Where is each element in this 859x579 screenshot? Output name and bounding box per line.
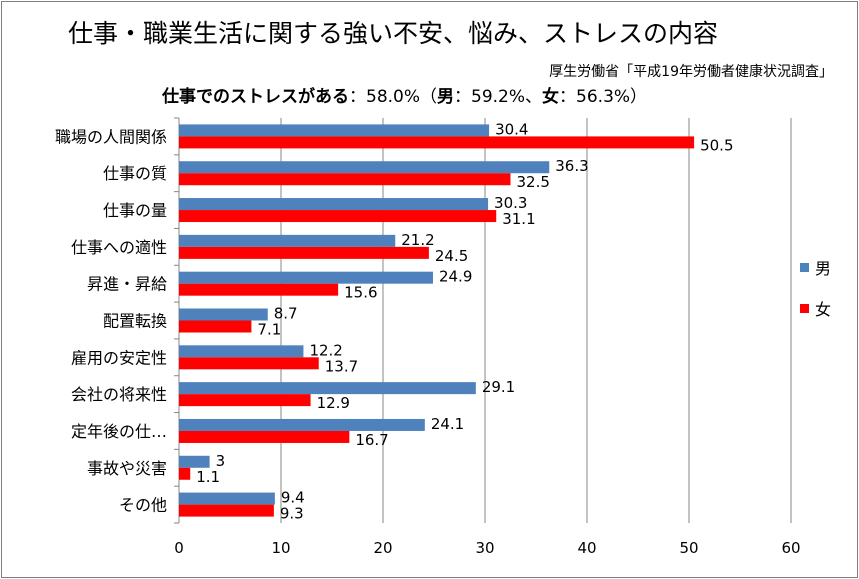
category-label: 会社の将来性 (71, 385, 167, 404)
stress-sep: ： (349, 87, 366, 107)
category-label: 仕事への適性 (71, 238, 167, 257)
stress-close: ） (630, 87, 648, 107)
value-label-female: 15.6 (344, 284, 377, 302)
category-label: 定年後の仕… (71, 422, 167, 441)
stress-lead: 仕事でのストレスがある (162, 87, 349, 107)
legend-swatch-male (800, 263, 809, 272)
value-label-female: 13.7 (325, 357, 358, 375)
value-label-male: 36.3 (555, 157, 588, 175)
value-label-male: 3 (216, 452, 226, 470)
chart-subtitle: 厚生労働省「平成19年労働者健康状況調査」 (549, 64, 833, 80)
stress-sep-male: ： (454, 87, 472, 107)
value-label-male: 30.3 (494, 194, 527, 212)
legend-label-female: 女 (815, 300, 831, 319)
bar-male (179, 124, 490, 137)
x-tick-label: 30 (475, 539, 494, 557)
category-label: 仕事の量 (103, 201, 167, 220)
bar-female (179, 173, 511, 186)
stress-male-label: 男 (437, 87, 455, 107)
bar-male (179, 345, 304, 358)
category-label: 仕事の質 (103, 164, 167, 183)
bar-male (179, 455, 210, 468)
value-label-male: 30.4 (495, 120, 528, 138)
value-label-male: 29.1 (482, 378, 515, 396)
bar-female (179, 320, 252, 333)
bar-male (179, 198, 489, 211)
bar-male (179, 382, 476, 395)
value-label-male: 9.4 (281, 489, 305, 507)
value-label-female: 7.1 (257, 321, 281, 339)
category-label: その他 (119, 496, 167, 515)
bar-female (179, 430, 350, 443)
bar-female (179, 504, 274, 517)
category-label: 雇用の安定性 (71, 348, 167, 367)
category-label: 昇進・昇給 (87, 275, 167, 294)
x-tick-label: 10 (271, 539, 290, 557)
bar-female (179, 394, 311, 407)
bar-female (179, 210, 497, 223)
x-tick-label: 20 (373, 539, 392, 557)
stress-summary: 仕事でのストレスがある：58.0%（男：59.2%、女：56.3%） (162, 82, 647, 107)
value-label-female: 31.1 (502, 210, 535, 228)
value-label-male: 24.1 (431, 415, 464, 433)
stress-open: （ (420, 87, 438, 107)
bar-male (179, 271, 433, 284)
chart-title: 仕事・職業生活に関する強い不安、悩み、ストレスの内容 (68, 19, 719, 48)
bar-male (179, 418, 425, 431)
x-tick-label: 0 (174, 539, 184, 557)
value-label-female: 9.3 (280, 505, 304, 523)
value-label-male: 24.9 (439, 268, 472, 286)
value-label-female: 50.5 (700, 136, 733, 154)
stress-female-label: 女 (542, 87, 560, 107)
bar-female (179, 136, 695, 149)
bar-female (179, 283, 339, 296)
stress-sep-female: ： (559, 87, 577, 107)
category-label: 事故や災害 (87, 459, 167, 478)
category-label: 配置転換 (103, 312, 167, 331)
bar-female (179, 357, 319, 370)
x-tick-label: 50 (679, 539, 698, 557)
value-label-female: 12.9 (317, 394, 350, 412)
x-tick-label: 60 (781, 539, 800, 557)
stress-female-value: 56.3% (576, 87, 631, 107)
stress-total: 58.0% (366, 87, 421, 107)
x-tick-label: 40 (577, 539, 596, 557)
legend-swatch-female (800, 304, 809, 313)
stress-male-value: 59.2% (471, 87, 526, 107)
bar-male (179, 308, 268, 321)
bar-male (179, 161, 550, 174)
value-label-male: 12.2 (309, 341, 342, 359)
stress-mid: 、 (525, 87, 543, 107)
value-label-female: 1.1 (196, 468, 220, 486)
value-label-female: 24.5 (435, 247, 468, 265)
legend-label-male: 男 (815, 259, 831, 278)
value-label-female: 16.7 (355, 431, 388, 449)
value-label-male: 21.2 (401, 231, 434, 249)
bar-male (179, 492, 275, 505)
value-label-female: 32.5 (517, 173, 550, 191)
category-label: 職場の人間関係 (55, 127, 167, 146)
bar-female (179, 246, 429, 259)
bar-female (179, 467, 191, 480)
value-label-male: 8.7 (274, 305, 298, 323)
bar-male (179, 234, 396, 247)
